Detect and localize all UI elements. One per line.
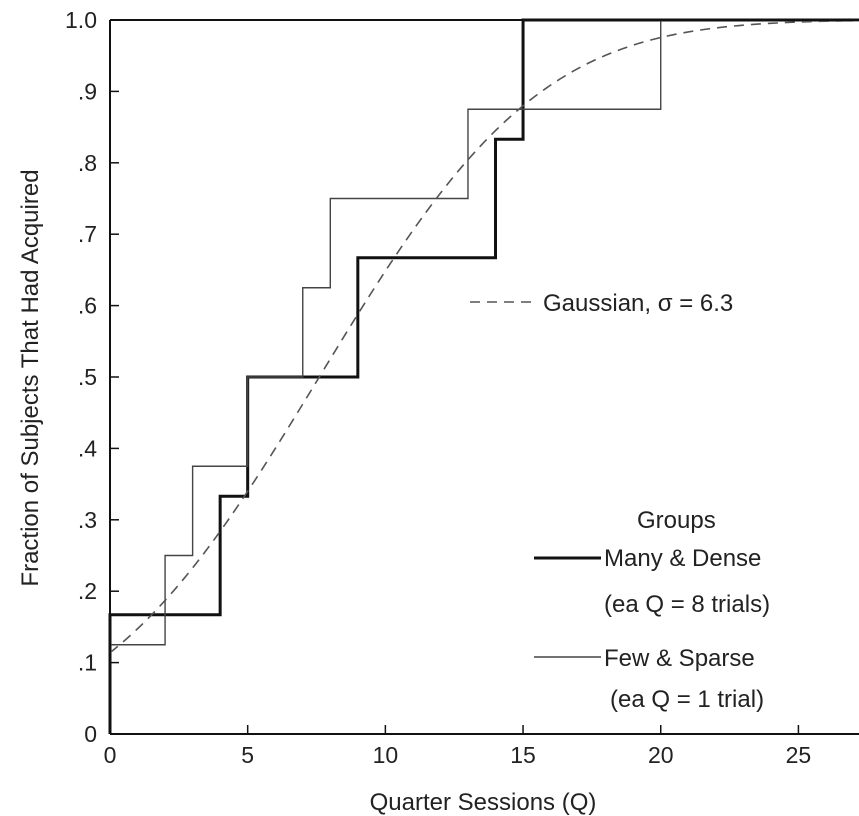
legend-title: Groups [637,507,716,534]
y-axis-title: Fraction of Subjects That Had Acquired [17,169,44,586]
x-tick-label: 15 [510,742,536,768]
y-tick-label: .1 [78,650,97,676]
y-tick-label: .7 [78,221,97,247]
series-many-dense-line [108,18,859,734]
y-tick-label: .6 [78,293,97,319]
x-axis-title: Quarter Sessions (Q) [370,789,597,816]
legend-many-dense-label: Many & Dense [604,545,761,572]
legend-few-sparse-label: Few & Sparse [604,645,755,672]
y-tick-label: .9 [78,78,97,104]
y-tick-label: .2 [78,578,97,604]
axes: 0 .1 .2 .3 .4 .5 .6 .7 .8 .9 1.0 0 5 10 15 20 25 [65,7,859,768]
legend-gaussian-label: Gaussian, σ = 6.3 [543,290,733,317]
legend: Gaussian, σ = 6.3 Groups Many & Dense (e… [470,290,770,713]
y-tick-label: 0 [84,721,97,747]
x-tick-label: 25 [786,742,812,768]
x-tick-label: 10 [373,742,399,768]
legend-many-dense-note: (ea Q = 8 trials) [604,591,770,618]
y-tick-label: .8 [78,150,97,176]
y-tick-label: .3 [78,507,97,533]
y-tick-label: 1.0 [65,7,97,33]
x-tick-label: 20 [648,742,674,768]
plot-area [108,18,859,734]
legend-few-sparse-note: (ea Q = 1 trial) [610,686,764,713]
x-tick-label: 0 [104,742,117,768]
series-few-sparse-line [109,19,859,734]
y-tick-label: .5 [78,364,97,390]
y-tick-label: .4 [78,435,97,461]
x-tick-label: 5 [241,742,254,768]
series-gaussian-curve [109,19,859,654]
